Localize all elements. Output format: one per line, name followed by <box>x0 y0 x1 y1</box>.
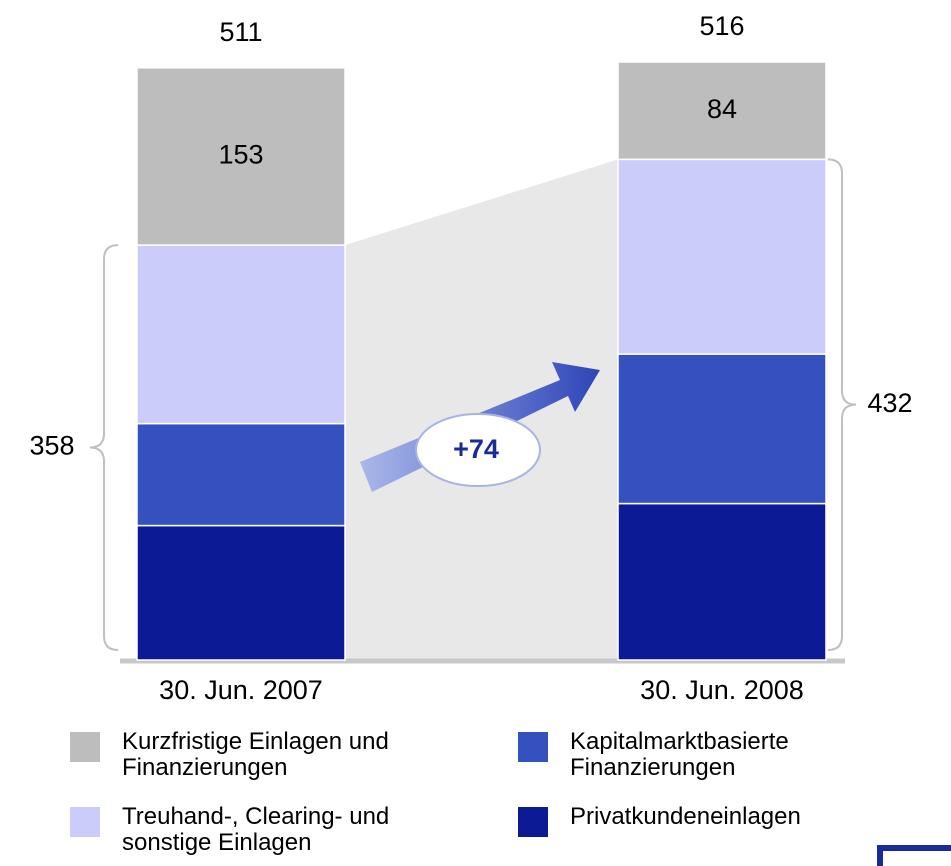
legend-swatch <box>70 807 100 837</box>
legend-label: Treuhand-, Clearing- und sonstige Einlag… <box>122 803 390 856</box>
total-label: 516 <box>699 11 744 41</box>
change-label: +74 <box>453 434 499 464</box>
bar-segment <box>136 67 346 246</box>
segment-label: 84 <box>707 94 737 124</box>
brace <box>827 158 857 651</box>
change-bubble <box>415 413 541 487</box>
subtotal-label: 432 <box>867 388 912 418</box>
legend-label: Kurzfristige Einlagen und Finanzierungen <box>122 728 389 781</box>
legend-swatch <box>518 732 548 762</box>
bar-segment <box>136 524 346 661</box>
x-tick-label: 30. Jun. 2007 <box>159 675 323 705</box>
bar-segment <box>617 353 827 505</box>
bar-segment <box>136 244 346 425</box>
total-label: 511 <box>219 17 262 47</box>
legend-label: Privatkundeneinlagen <box>570 803 801 830</box>
bar-segment <box>617 502 827 661</box>
legend-swatch <box>518 807 548 837</box>
legend-label: Kapitalmarktbasierte Finanzierungen <box>570 728 789 781</box>
bar-segment <box>617 61 827 161</box>
subtotal-label: 358 <box>29 431 74 461</box>
segment-label: 153 <box>218 140 263 170</box>
bar-segment <box>617 158 827 355</box>
bar-segment <box>136 422 346 527</box>
legend-swatch <box>70 732 100 762</box>
logo <box>877 845 951 866</box>
x-tick-label: 30. Jun. 2008 <box>640 675 804 705</box>
brace <box>89 244 119 651</box>
connector <box>345 159 618 661</box>
